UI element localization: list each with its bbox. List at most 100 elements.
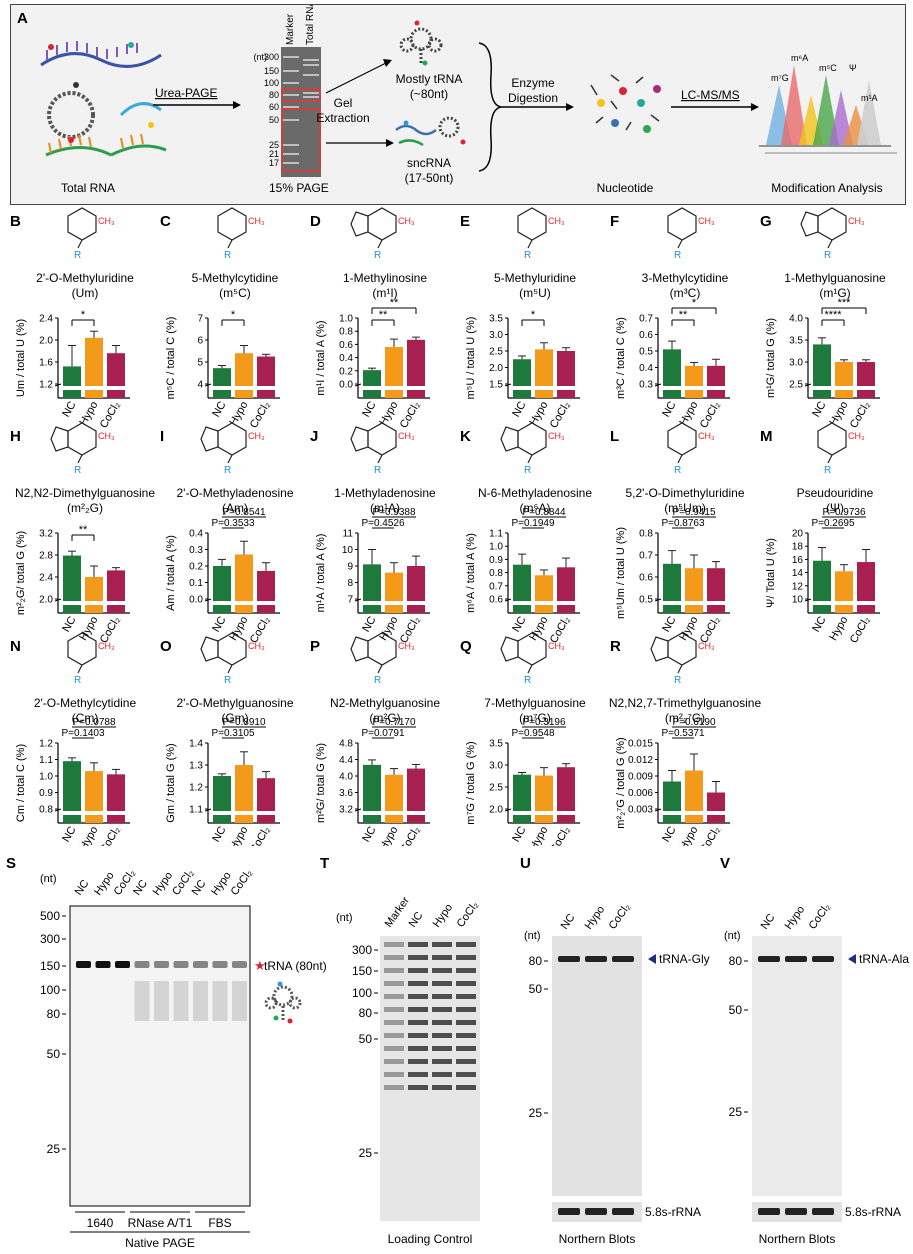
svg-text:CH₃: CH₃ <box>98 641 115 651</box>
y-tick-label: 2.4 <box>39 314 53 325</box>
v-band-arrow-icon <box>848 954 856 964</box>
panel-letter: G <box>760 213 772 230</box>
ladder-label: 80 <box>47 1007 61 1021</box>
native-page-gel <box>69 905 251 1207</box>
y-tick-label: 0.2 <box>189 562 203 573</box>
urea-page-label: Urea-PAGE <box>155 86 217 100</box>
rna-band <box>456 1033 476 1038</box>
chart-subtitle: (m⁵C) <box>219 286 251 300</box>
rrna-band <box>785 1208 807 1215</box>
rna-band <box>432 981 452 986</box>
nucleoside-structure-icon: R CH₃ <box>200 422 265 476</box>
y-tick-label: 8 <box>347 578 353 589</box>
chart-subtitle: (m³C) <box>670 286 701 300</box>
lane-label: Hypo <box>431 902 456 930</box>
chart-title: 2'-O-Methylcytidine <box>34 696 137 710</box>
rna-band <box>432 1072 452 1077</box>
modification-label: Modification Analysis <box>771 181 882 195</box>
svg-text:CH₃: CH₃ <box>398 216 415 226</box>
svg-text:R: R <box>674 465 681 476</box>
panel-letter: E <box>460 213 470 230</box>
bar-hypo <box>85 577 103 613</box>
bar-cocl <box>107 353 125 398</box>
bar-nc <box>363 564 381 613</box>
y-tick-label: 0.3 <box>639 380 653 391</box>
mostly-trna-label: Mostly tRNA <box>396 72 463 86</box>
trna-band <box>95 961 111 968</box>
y-tick-label: 0.6 <box>339 340 353 351</box>
gel-nt-label: (nt) <box>254 52 268 62</box>
chart-subtitle: (Cm) <box>72 711 99 725</box>
rrna-band <box>558 1208 580 1215</box>
rna-band <box>384 968 404 973</box>
y-tick-label: 3.0 <box>489 761 503 772</box>
panel-letter-t: T <box>320 855 329 872</box>
rna-band <box>408 942 428 947</box>
s-caption: Native PAGE <box>125 1236 195 1250</box>
x-tick-label: NC <box>360 824 378 844</box>
ladder-label: 300 <box>40 932 60 946</box>
mostly-trna-size: (~80nt) <box>410 87 448 101</box>
y-tick-label: 1.0 <box>489 542 503 553</box>
sncrna-icon <box>395 116 466 147</box>
chart-title: 1-Methyladenosine <box>334 486 436 500</box>
x-tick-label: NC <box>510 824 528 844</box>
y-tick-label: 0.8 <box>639 529 653 540</box>
bar-cocl <box>257 778 275 823</box>
x-tick-label: CoCl₂ <box>548 825 573 847</box>
x-tick-label: NC <box>360 399 378 419</box>
x-tick-label: Hypo <box>527 615 550 643</box>
rna-band <box>456 981 476 986</box>
chart-panel-d: D R CH₃ 1-Methylinosine(m¹I) 0.0 0.2 0.4 0.6 0.8… <box>310 207 430 430</box>
x-tick-label: NC <box>210 614 228 634</box>
x-tick-label: NC <box>60 614 78 634</box>
peak-label: m⁵C <box>819 63 837 73</box>
x-tick-label: CoCl₂ <box>98 400 123 431</box>
lane-label: NC <box>407 910 426 930</box>
panel-letter-s: S <box>6 855 16 872</box>
y-tick-label: 1.1 <box>39 755 53 766</box>
peak-label: m⁶A <box>791 53 808 63</box>
y-tick-label: 1.4 <box>189 739 203 750</box>
y-tick-label: 3.2 <box>39 529 53 540</box>
bar-nc <box>63 366 81 398</box>
bar-cocl <box>707 792 725 823</box>
trna-cloverleaf-icon <box>399 20 443 66</box>
rrna-band <box>758 1208 780 1215</box>
bar-nc <box>213 776 231 823</box>
x-tick-label: CoCl₂ <box>848 615 873 646</box>
v-loading-label: 5.8s-rRNA <box>845 1205 901 1219</box>
nucleoside-structure-icon: R CH₃ <box>650 632 715 686</box>
chart-panel-k: K R CH₃ N-6-Methyladenosine(m⁶A) 0.6 0.7 0.8 0.… <box>460 422 592 645</box>
p-value-label: P=0.8541 <box>222 507 266 518</box>
bar-hypo <box>385 347 403 398</box>
y-tick-label: 2.5 <box>789 380 803 391</box>
bar-cocl <box>107 774 125 823</box>
svg-text:CH₃: CH₃ <box>98 216 115 226</box>
x-tick-label: Hypo <box>827 615 850 643</box>
svg-text:R: R <box>224 465 231 476</box>
trna-band <box>76 961 91 968</box>
chart-title: 5,2'-O-Dimethyluridine <box>626 486 745 500</box>
rna-band <box>432 1085 452 1090</box>
chart-subtitle: (m⁶A) <box>520 501 551 515</box>
ladder-label: 50 <box>529 982 543 996</box>
panel-letter: Q <box>460 638 472 655</box>
t-caption: Loading Control <box>388 1232 473 1246</box>
total-rna-label: Total RNA <box>61 181 115 195</box>
rna-band <box>456 955 476 960</box>
rna-band <box>384 942 404 947</box>
p-value-label: P=0.8910 <box>222 717 266 728</box>
bar-hypo <box>535 575 553 613</box>
bar-hypo <box>385 572 403 613</box>
x-tick-label: NC <box>660 614 678 634</box>
svg-text:R: R <box>374 675 381 686</box>
chart-panel-g: G R CH₃ 1-Methylguanosine(m¹G) 2.5 3.0 3.5 4.0 m… <box>760 207 886 430</box>
rna-band <box>456 1072 476 1077</box>
y-axis-label: m²₂⁷G / total G (%) <box>615 737 627 828</box>
panel-letter: N <box>10 638 21 655</box>
ladder-label: 100 <box>40 983 60 997</box>
y-tick-label: 12 <box>792 581 804 592</box>
lane-label: NC <box>190 878 209 898</box>
svg-text:CH₃: CH₃ <box>698 641 715 651</box>
